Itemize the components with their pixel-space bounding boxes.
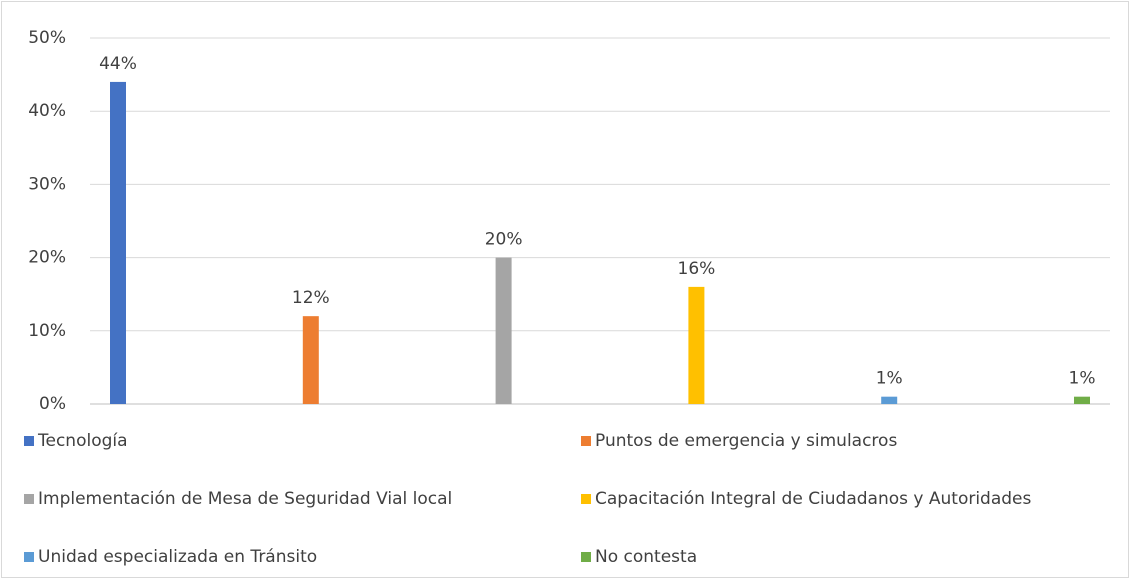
legend-label: Implementación de Mesa de Seguridad Vial…: [38, 489, 452, 509]
y-tick-label: 0%: [39, 394, 66, 414]
legend-swatch: [24, 494, 34, 504]
bar: [1074, 396, 1090, 404]
data-label: 16%: [678, 259, 716, 279]
bar: [495, 257, 512, 404]
data-label: 20%: [485, 230, 523, 250]
legend-swatch: [581, 436, 591, 446]
y-tick-label: 40%: [28, 101, 66, 121]
bar: [110, 81, 126, 405]
legend-swatch: [581, 552, 591, 562]
y-tick-label: 30%: [28, 174, 66, 194]
legend-label: Puntos de emergencia y simulacros: [595, 431, 897, 451]
legend-label: Capacitación Integral de Ciudadanos y Au…: [595, 489, 1032, 509]
legend-swatch: [24, 552, 34, 562]
data-label: 1%: [876, 369, 903, 389]
data-label: 12%: [292, 288, 330, 308]
legend-swatch: [24, 436, 34, 446]
legend-label: Tecnología: [37, 431, 128, 451]
bar: [302, 316, 319, 404]
y-tick-label: 50%: [28, 28, 66, 48]
legend-label: Unidad especializada en Tránsito: [38, 547, 317, 567]
bar: [881, 396, 898, 404]
legend-swatch: [581, 494, 591, 504]
legend-label: No contesta: [595, 547, 697, 567]
y-tick-label: 20%: [28, 248, 66, 268]
bar: [688, 286, 705, 404]
data-label: 1%: [1069, 369, 1096, 389]
data-label: 44%: [99, 54, 137, 74]
y-tick-label: 10%: [28, 321, 66, 341]
